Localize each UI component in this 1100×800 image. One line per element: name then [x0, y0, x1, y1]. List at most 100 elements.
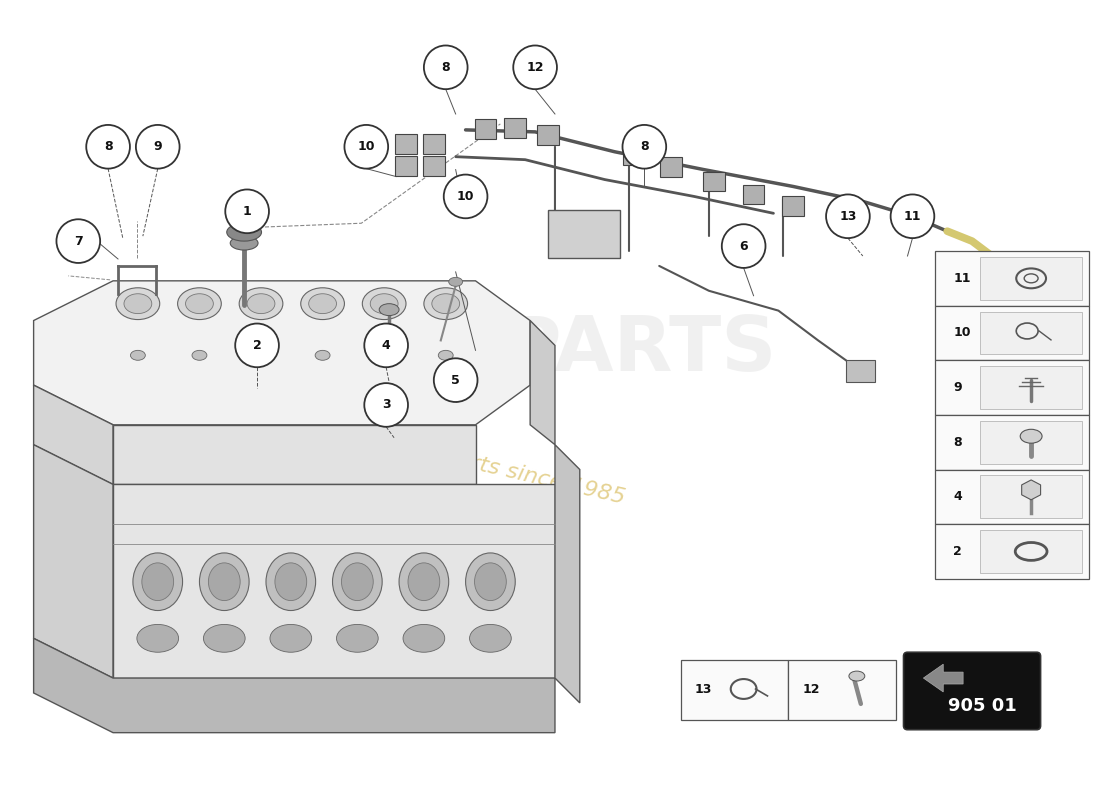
Text: 8: 8	[103, 140, 112, 154]
Ellipse shape	[432, 294, 460, 314]
Circle shape	[443, 174, 487, 218]
Ellipse shape	[227, 223, 262, 241]
Circle shape	[826, 194, 870, 238]
Polygon shape	[113, 425, 475, 485]
Ellipse shape	[204, 625, 245, 652]
Polygon shape	[530, 321, 556, 445]
Text: 13: 13	[695, 683, 713, 697]
Polygon shape	[34, 281, 530, 425]
Ellipse shape	[229, 214, 258, 228]
Bar	[980, 312, 1082, 354]
Text: 8: 8	[640, 140, 649, 154]
Circle shape	[226, 190, 270, 233]
Ellipse shape	[332, 553, 382, 610]
Circle shape	[433, 358, 477, 402]
Ellipse shape	[399, 553, 449, 610]
FancyBboxPatch shape	[903, 652, 1041, 730]
Ellipse shape	[199, 553, 249, 610]
Bar	[935, 524, 1089, 578]
Text: 12: 12	[527, 61, 543, 74]
Polygon shape	[34, 638, 556, 733]
Bar	[935, 306, 1089, 360]
FancyBboxPatch shape	[624, 145, 646, 165]
Ellipse shape	[248, 294, 275, 314]
Ellipse shape	[1020, 430, 1042, 443]
Circle shape	[424, 46, 468, 89]
Ellipse shape	[389, 337, 403, 346]
Ellipse shape	[254, 350, 268, 360]
Text: 8: 8	[441, 61, 450, 74]
Circle shape	[344, 125, 388, 169]
Text: 12: 12	[802, 683, 820, 697]
Ellipse shape	[438, 350, 453, 360]
Text: 9: 9	[954, 381, 961, 394]
Bar	[980, 366, 1082, 409]
Bar	[980, 257, 1082, 300]
Ellipse shape	[186, 294, 213, 314]
FancyBboxPatch shape	[504, 118, 526, 138]
Ellipse shape	[379, 304, 399, 315]
Ellipse shape	[376, 350, 392, 360]
Ellipse shape	[177, 288, 221, 319]
Ellipse shape	[124, 294, 152, 314]
Ellipse shape	[300, 288, 344, 319]
Ellipse shape	[470, 625, 512, 652]
Circle shape	[514, 46, 557, 89]
FancyBboxPatch shape	[395, 156, 417, 175]
Polygon shape	[34, 385, 113, 485]
Ellipse shape	[465, 553, 515, 610]
Bar	[935, 470, 1089, 524]
Polygon shape	[556, 445, 580, 703]
FancyBboxPatch shape	[548, 210, 619, 258]
Ellipse shape	[275, 563, 307, 601]
Circle shape	[136, 125, 179, 169]
Circle shape	[623, 125, 667, 169]
Polygon shape	[34, 445, 113, 678]
Text: 6: 6	[739, 239, 748, 253]
FancyBboxPatch shape	[782, 197, 804, 216]
Polygon shape	[923, 664, 964, 692]
Ellipse shape	[449, 278, 463, 286]
Ellipse shape	[371, 294, 398, 314]
Bar	[789, 660, 895, 720]
Ellipse shape	[315, 350, 330, 360]
Text: 8: 8	[954, 436, 961, 449]
Ellipse shape	[341, 563, 373, 601]
Bar	[935, 251, 1089, 306]
Circle shape	[364, 383, 408, 427]
Text: a part for parts since 1985: a part for parts since 1985	[333, 422, 627, 508]
Ellipse shape	[337, 625, 378, 652]
FancyBboxPatch shape	[474, 119, 496, 139]
Ellipse shape	[309, 294, 337, 314]
Text: 1: 1	[243, 205, 252, 218]
FancyBboxPatch shape	[660, 157, 682, 177]
Text: 905 01: 905 01	[947, 697, 1016, 715]
Circle shape	[56, 219, 100, 263]
Ellipse shape	[192, 350, 207, 360]
Bar	[681, 660, 789, 720]
Circle shape	[891, 194, 934, 238]
Text: 7: 7	[74, 234, 82, 248]
Ellipse shape	[133, 553, 183, 610]
Text: 4: 4	[382, 339, 390, 352]
FancyBboxPatch shape	[537, 125, 559, 145]
Bar	[935, 415, 1089, 470]
Circle shape	[364, 323, 408, 367]
Ellipse shape	[403, 625, 444, 652]
Ellipse shape	[474, 563, 506, 601]
Ellipse shape	[849, 671, 865, 681]
Text: ELSA PARTS: ELSA PARTS	[264, 314, 777, 387]
FancyBboxPatch shape	[422, 134, 444, 154]
FancyBboxPatch shape	[395, 134, 417, 154]
Ellipse shape	[136, 625, 178, 652]
Bar	[935, 360, 1089, 415]
Bar	[980, 421, 1082, 463]
Bar	[980, 530, 1082, 573]
Ellipse shape	[362, 288, 406, 319]
Circle shape	[86, 125, 130, 169]
Ellipse shape	[266, 553, 316, 610]
Bar	[980, 475, 1082, 518]
Text: 4: 4	[954, 490, 961, 503]
Circle shape	[722, 224, 766, 268]
Ellipse shape	[208, 563, 240, 601]
